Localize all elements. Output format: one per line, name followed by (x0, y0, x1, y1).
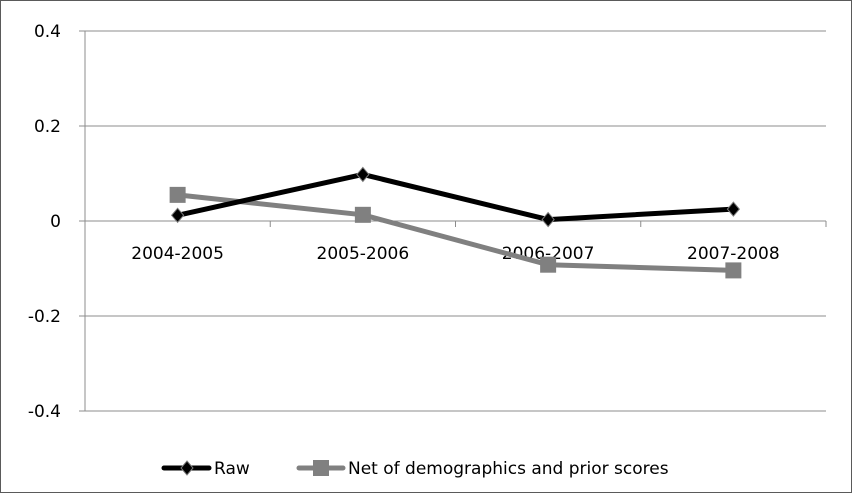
x-category-label: 2004-2005 (131, 244, 224, 264)
data-point-square (725, 262, 742, 279)
legend-label: Raw (214, 459, 250, 479)
data-point-diamond (356, 166, 370, 183)
legend-marker-diamond (180, 460, 194, 476)
y-tick-label: 0 (50, 212, 61, 232)
gridlines (85, 30, 826, 412)
x-category-label: 2005-2006 (317, 244, 410, 264)
x-category-labels: 2004-2005 2005-2006 2006-2007 2007-2008 (131, 244, 779, 264)
x-category-label: 2007-2008 (687, 244, 780, 264)
series-line (175, 171, 736, 223)
series-0 (170, 166, 741, 228)
axes (79, 30, 827, 412)
data-point-diamond (541, 211, 555, 228)
y-tick-label: -0.4 (28, 402, 61, 422)
y-tick-labels: 0.4 0.2 0 -0.2 -0.4 (28, 22, 61, 422)
series-line (175, 192, 736, 273)
y-tick-label: 0.2 (34, 117, 61, 137)
series-1 (169, 186, 742, 279)
data-point-square (169, 186, 186, 203)
data-point-diamond (726, 201, 741, 217)
legend-label: Net of demographics and prior scores (348, 459, 669, 479)
legend: Raw Net of demographics and prior scores (161, 459, 669, 479)
legend-item-net: Net of demographics and prior scores (296, 459, 669, 479)
legend-item-raw: Raw (161, 459, 250, 479)
data-point-square (354, 206, 371, 223)
y-tick-label: -0.2 (28, 307, 61, 327)
data-point-diamond (170, 207, 185, 224)
data-point-square (540, 256, 557, 273)
legend-marker-square (313, 460, 329, 476)
series (169, 166, 742, 279)
y-tick-label: 0.4 (34, 22, 61, 42)
